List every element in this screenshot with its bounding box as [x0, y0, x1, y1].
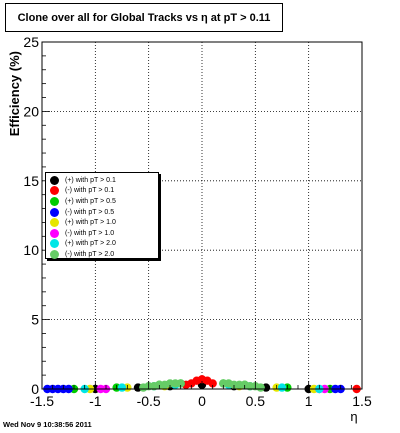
legend-marker	[50, 207, 59, 217]
legend-entry: (+) with pT > 2.0	[50, 239, 158, 250]
x-tick-label: 0.5	[246, 393, 266, 409]
legend-entry: (+) with pT > 0.5	[50, 196, 158, 207]
x-tick-label: -1	[89, 393, 102, 409]
x-tick-label: -0.5	[137, 393, 161, 409]
legend-label: (+) with pT > 0.1	[65, 176, 116, 184]
legend-marker	[50, 249, 59, 259]
y-tick-label: 20	[23, 103, 39, 119]
legend-marker	[50, 196, 59, 206]
legend-label: (-) with pT > 0.1	[65, 187, 115, 195]
chart-title: Clone over all for Global Tracks vs η at…	[5, 3, 283, 32]
legend-label: (-) with pT > 2.0	[65, 250, 115, 258]
x-tick-label: 1	[305, 393, 313, 409]
legend-label: (+) with pT > 0.5	[65, 197, 116, 205]
legend-entry: (-) with pT > 0.1	[50, 186, 158, 197]
legend-marker	[50, 228, 59, 238]
data-point	[277, 383, 287, 392]
legend-marker	[50, 175, 59, 185]
legend-entry: (-) with pT > 1.0	[50, 228, 158, 239]
legend-label: (+) with pT > 1.0	[65, 219, 116, 227]
x-tick-label: -1.5	[30, 393, 54, 409]
legend: (+) with pT > 0.1 (-) with pT > 0.1 (+) wi…	[45, 172, 159, 259]
legend-entry: (+) with pT > 1.0	[50, 217, 158, 228]
axes: -1.5 -1 -0.5 0 0.5 1 1.5 0 5 10 15 20 25 η Efficiency …	[7, 34, 372, 424]
x-tick-label: 1.5	[352, 393, 372, 409]
legend-entry: (-) with pT > 0.5	[50, 207, 158, 218]
y-tick-label: 15	[23, 173, 39, 189]
x-tick-label: 0	[198, 393, 206, 409]
legend-label: (-) with pT > 0.5	[65, 208, 115, 216]
legend-marker	[50, 218, 59, 228]
grid	[42, 42, 362, 389]
data-point	[176, 379, 185, 388]
y-axis-label: Efficiency (%)	[7, 51, 22, 136]
legend-entry: (+) with pT > 0.1	[50, 175, 158, 186]
legend-marker	[50, 239, 59, 249]
data-point	[117, 383, 127, 392]
legend-marker	[50, 186, 59, 196]
y-tick-label: 10	[23, 242, 39, 258]
y-tick-label: 5	[31, 312, 39, 328]
legend-entry: (-) with pT > 2.0	[50, 249, 158, 260]
legend-label: (+) with pT > 2.0	[65, 240, 116, 248]
data-point	[256, 383, 265, 392]
y-tick-label: 25	[23, 34, 39, 50]
x-axis-label: η	[350, 409, 357, 424]
timestamp-footer: Wed Nov 9 10:38:56 2011	[3, 420, 92, 429]
y-tick-label: 0	[31, 381, 39, 397]
legend-label: (-) with pT > 1.0	[65, 229, 115, 237]
data-point	[208, 379, 217, 388]
